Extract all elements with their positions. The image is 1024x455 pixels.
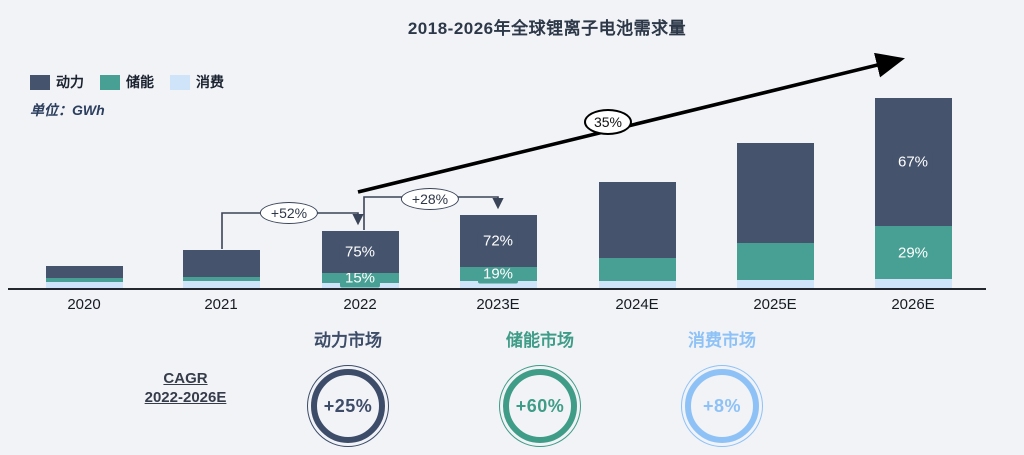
legend-item-storage: 储能 xyxy=(100,72,154,92)
market-consumer-circle-icon: +8% xyxy=(681,365,763,447)
segment-label-2023E-动力: 72% xyxy=(477,231,519,251)
storage-swatch-icon xyxy=(100,74,120,90)
x-tick-2022: 2022 xyxy=(343,296,377,313)
growth-badge-52: +52% xyxy=(259,202,319,224)
cagr-label: CAGR 2022-2026E xyxy=(128,370,243,408)
bar-segment-2020-储能 xyxy=(45,278,123,282)
bar-segment-2024E-储能 xyxy=(598,258,676,281)
bar-segment-2025E-动力 xyxy=(736,143,814,243)
bar-segment-2021-储能 xyxy=(182,277,260,281)
bar-segment-2024E-动力 xyxy=(598,182,676,258)
x-tick-2026E: 2026E xyxy=(891,296,935,313)
market-consumer-title: 消费市场 xyxy=(688,331,756,350)
x-tick-2024E: 2024E xyxy=(615,296,659,313)
legend-item-power: 动力 xyxy=(30,72,84,92)
growth-badge-35: 35% xyxy=(583,109,633,135)
legend-label: 储能 xyxy=(126,74,154,90)
market-power: 动力市场 +25% xyxy=(288,326,408,447)
growth-badge-28: +28% xyxy=(400,188,460,210)
x-tick-2023E: 2023E xyxy=(476,296,520,313)
bar-segment-2020-消费 xyxy=(45,282,123,289)
bar-segment-2025E-储能 xyxy=(736,243,814,280)
legend-label: 消费 xyxy=(196,74,224,90)
x-axis-line xyxy=(8,288,986,290)
bar-segment-2020-动力 xyxy=(45,266,123,278)
market-power-value: +25% xyxy=(323,395,373,416)
bar-segment-2026E-消费 xyxy=(874,279,952,289)
market-storage: 储能市场 +60% xyxy=(480,326,600,447)
bar-segment-2023E-消费 xyxy=(459,281,537,289)
chart-title: 2018-2026年全球锂离子电池需求量 xyxy=(407,19,687,38)
legend: 动力 储能 消费 xyxy=(30,72,224,92)
x-tick-2020: 2020 xyxy=(67,296,101,313)
market-storage-circle-icon: +60% xyxy=(499,365,581,447)
bar-segment-2025E-消费 xyxy=(736,280,814,289)
consumer-swatch-icon xyxy=(170,74,190,90)
market-power-title: 动力市场 xyxy=(314,331,382,350)
market-consumer: 消费市场 +8% xyxy=(662,326,782,447)
cagr-line2: 2022-2026E xyxy=(144,388,227,406)
bar-segment-2021-动力 xyxy=(182,250,260,277)
x-tick-2025E: 2025E xyxy=(753,296,797,313)
segment-label-2022-动力: 75% xyxy=(339,242,381,262)
segment-label-2026E-储能: 29% xyxy=(892,243,934,262)
legend-label: 动力 xyxy=(56,74,84,90)
market-power-ring-icon: +25% xyxy=(311,369,385,443)
market-consumer-value: +8% xyxy=(702,395,742,416)
market-consumer-ring-icon: +8% xyxy=(685,369,759,443)
segment-label-2022-储能: 15% xyxy=(339,268,381,288)
cagr-line1: CAGR xyxy=(163,370,208,387)
market-storage-value: +60% xyxy=(515,395,565,416)
bar-segment-2021-消费 xyxy=(182,281,260,289)
market-storage-title: 储能市场 xyxy=(506,331,574,350)
unit-label: 单位：GWh xyxy=(30,102,105,118)
x-tick-2021: 2021 xyxy=(204,296,238,313)
legend-item-consumer: 消费 xyxy=(170,72,224,92)
market-power-circle-icon: +25% xyxy=(307,365,389,447)
segment-label-2026E-动力: 67% xyxy=(892,152,934,172)
segment-label-2023E-储能: 19% xyxy=(477,264,519,284)
market-storage-ring-icon: +60% xyxy=(503,369,577,443)
power-swatch-icon xyxy=(30,74,50,90)
bar-segment-2024E-消费 xyxy=(598,281,676,289)
